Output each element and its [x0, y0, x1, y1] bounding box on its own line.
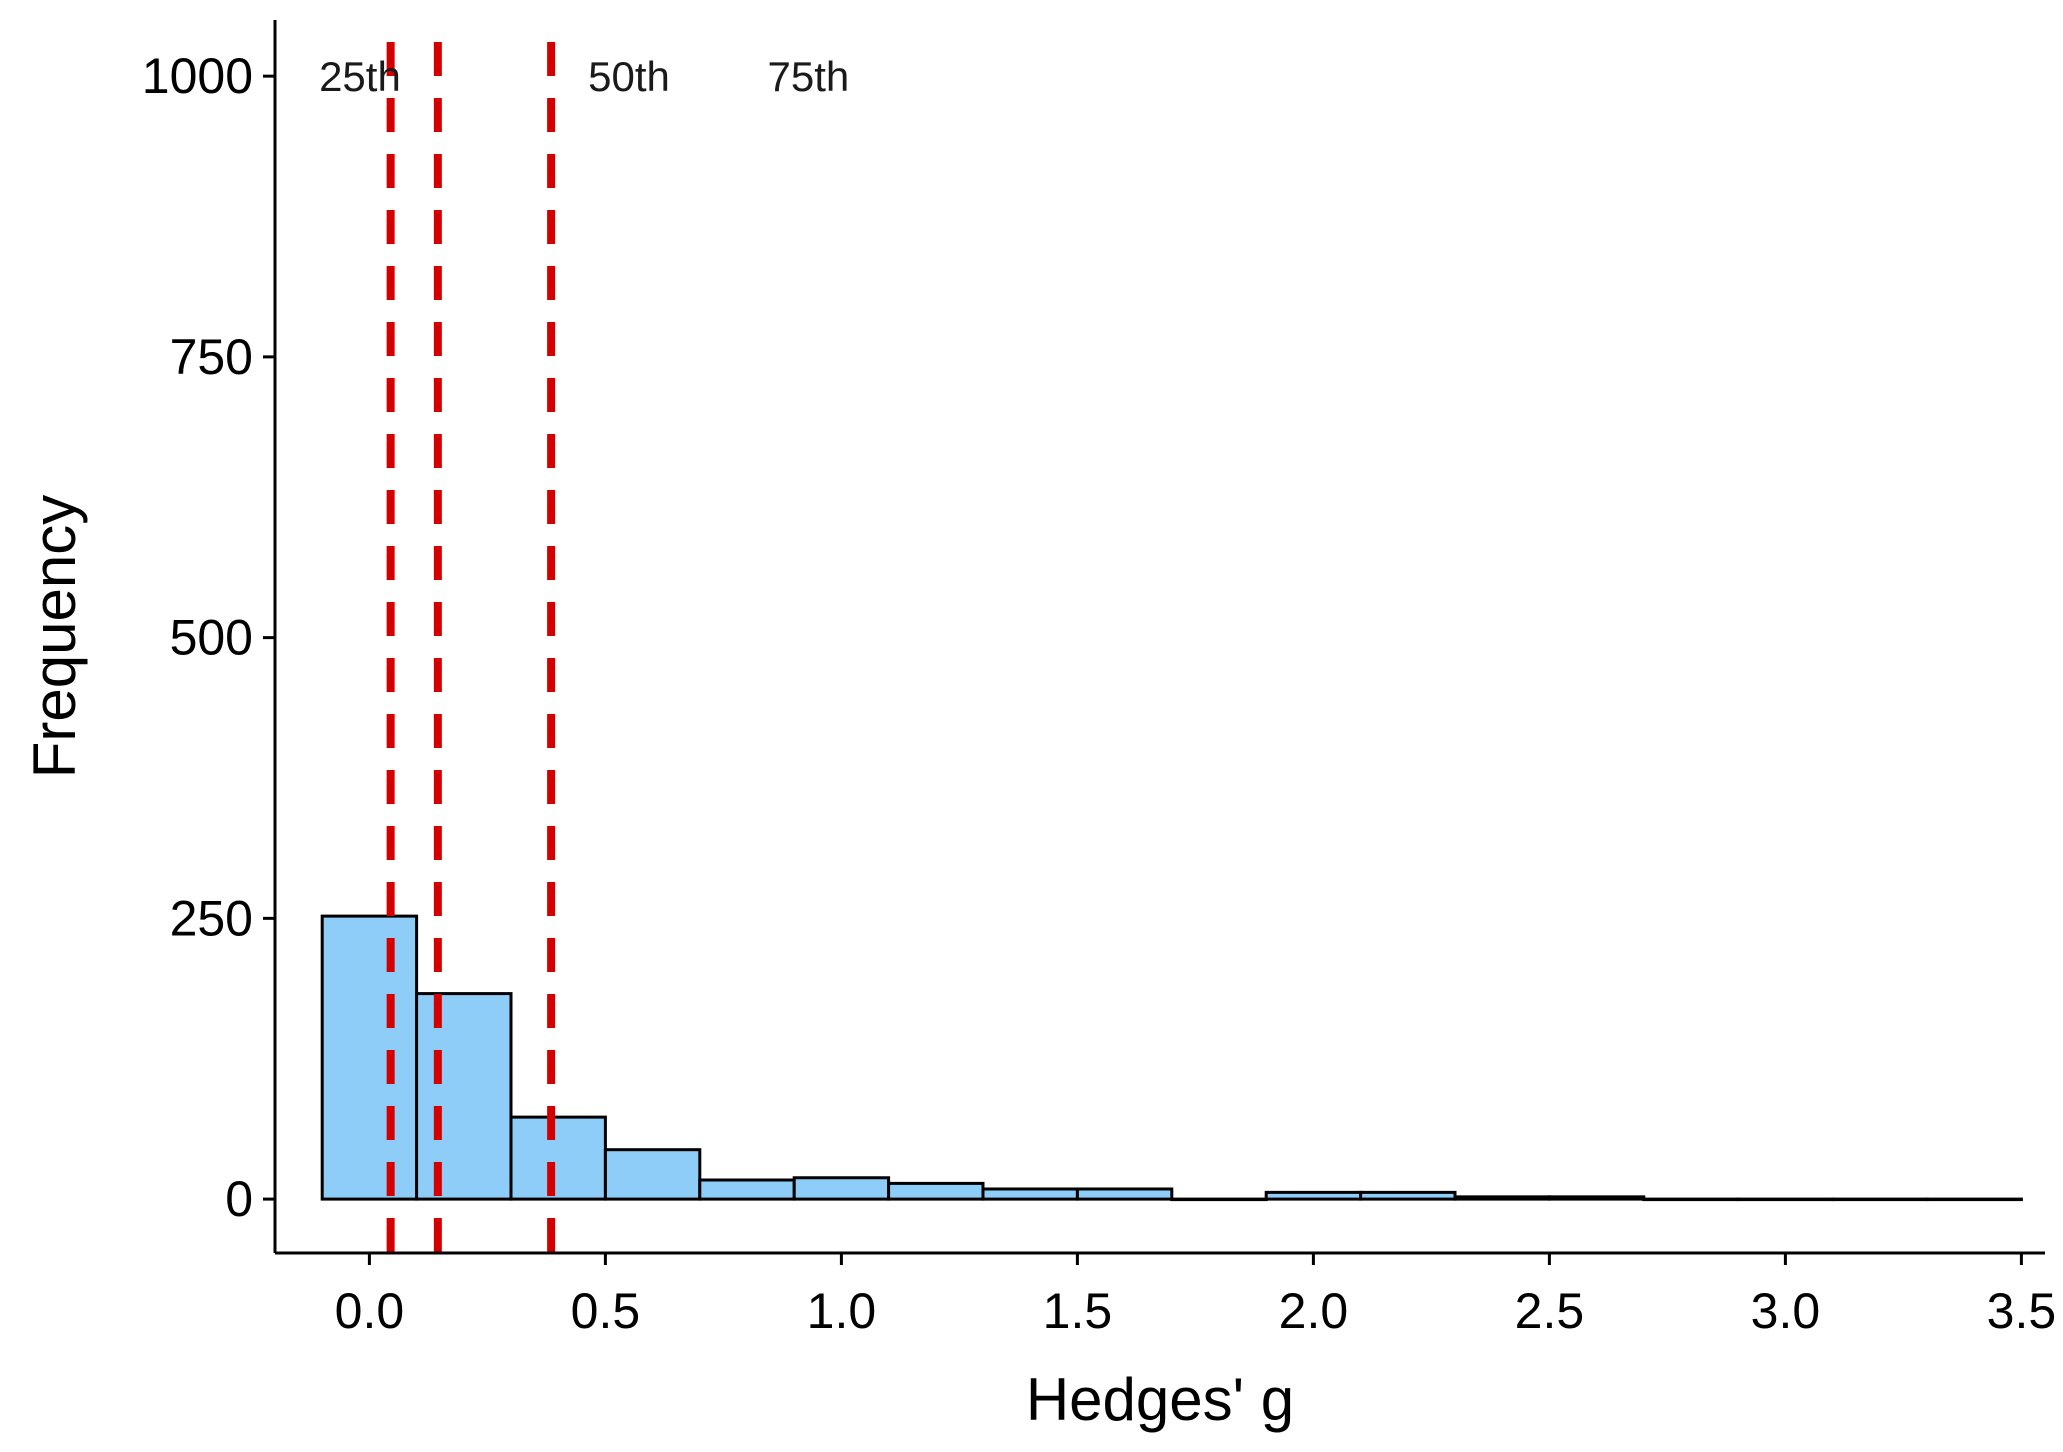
- histogram-bar-16: [1831, 1197, 1929, 1202]
- histogram-bar-5: [792, 1176, 891, 1201]
- histogram-bar-10: [1264, 1190, 1363, 1201]
- histogram-bar-1: [415, 992, 513, 1201]
- x-tick-label-0.5: 0.5: [571, 1283, 641, 1339]
- histogram-bar-13: [1547, 1195, 1646, 1201]
- x-tick-label-2.5: 2.5: [1515, 1283, 1585, 1339]
- x-tick-label-3.5: 3.5: [1987, 1283, 2057, 1339]
- percentile-label-25th: 25th: [319, 53, 401, 100]
- y-tick-label-0: 0: [225, 1171, 253, 1227]
- y-tick-label-250: 250: [170, 890, 253, 946]
- y-tick-label-500: 500: [170, 610, 253, 666]
- histogram-bars: [320, 914, 2023, 1202]
- x-tick-label-0.0: 0.0: [335, 1283, 405, 1339]
- histogram-bar-7: [981, 1187, 1079, 1201]
- percentile-labels: 25th 50th 75th: [319, 53, 849, 100]
- x-axis-ticks: 0.0 0.5 1.0 1.5 2.0 2.5 3.0 3.5: [335, 1253, 2057, 1339]
- x-tick-label-1.5: 1.5: [1043, 1283, 1113, 1339]
- histogram-bar-6: [887, 1181, 985, 1201]
- percentile-label-75th: 75th: [767, 53, 849, 100]
- histogram-bar-9: [1170, 1197, 1268, 1202]
- axes: [273, 20, 2045, 1255]
- x-tick-label-1.0: 1.0: [807, 1283, 877, 1339]
- histogram-bar-14: [1642, 1197, 1740, 1202]
- histogram-bar-2: [509, 1115, 607, 1201]
- y-axis-ticks: 0 250 500 750 1000: [142, 48, 275, 1227]
- percentile-label-50th: 50th: [588, 53, 670, 100]
- histogram-bar-4: [698, 1178, 796, 1201]
- histogram-bar-12: [1453, 1195, 1551, 1201]
- x-tick-label-2.0: 2.0: [1279, 1283, 1349, 1339]
- histogram-bar-8: [1075, 1187, 1174, 1201]
- histogram-bar-0: [320, 914, 419, 1201]
- y-tick-label-750: 750: [170, 329, 253, 385]
- y-axis-title: Frequency: [21, 495, 88, 778]
- y-tick-label-1000: 1000: [142, 48, 253, 104]
- histogram-bar-3: [603, 1148, 702, 1201]
- histogram-bar-15: [1736, 1197, 1835, 1202]
- histogram-bar-11: [1359, 1190, 1457, 1201]
- histogram-bar-17: [1925, 1197, 2023, 1202]
- x-axis-title: Hedges' g: [1026, 1366, 1294, 1433]
- percentile-lines: [386, 42, 556, 1253]
- x-tick-label-3.0: 3.0: [1751, 1283, 1821, 1339]
